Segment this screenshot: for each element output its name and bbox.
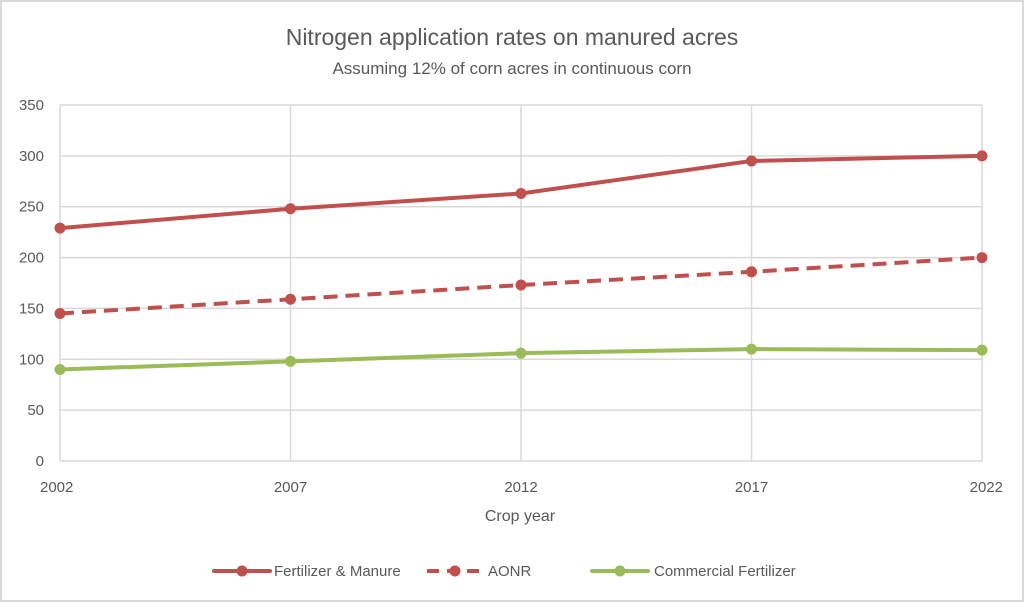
y-tick-label: 350 <box>19 97 44 114</box>
y-tick-label: 250 <box>19 199 44 216</box>
legend-swatch-marker <box>236 565 248 577</box>
data-point <box>746 343 757 355</box>
data-point <box>746 155 757 167</box>
data-point <box>285 355 296 367</box>
y-tick-label: 0 <box>36 453 44 470</box>
legend-label: AONR <box>488 563 532 580</box>
legend-label: Commercial Fertilizer <box>654 563 796 580</box>
x-tick-label: 2017 <box>735 479 768 496</box>
series-commercial-fertilizer <box>54 343 988 375</box>
series-lines <box>54 150 988 375</box>
data-point <box>54 363 66 375</box>
data-point <box>285 203 296 215</box>
legend-label: Fertilizer & Manure <box>274 563 401 580</box>
y-tick-label: 300 <box>19 148 44 165</box>
x-tick-label: 2022 <box>970 479 1003 496</box>
y-tick-label: 150 <box>19 300 44 317</box>
y-axis-ticks: 0 50 100 150 200 250 300 350 <box>19 97 44 470</box>
y-tick-label: 50 <box>27 402 44 419</box>
chart-subtitle: Assuming 12% of corn acres in continuous… <box>332 59 691 78</box>
legend: Fertilizer & Manure AONR Commercial Fertil… <box>212 563 796 580</box>
legend-item: Commercial Fertilizer <box>590 563 796 580</box>
x-axis-ticks: 2002 2007 2012 2017 2022 <box>40 479 1003 496</box>
series-aonr <box>54 252 988 320</box>
data-point <box>976 252 988 264</box>
data-point <box>746 266 757 278</box>
chart-title: Nitrogen application rates on manured ac… <box>286 24 739 50</box>
y-tick-label: 200 <box>19 250 44 267</box>
legend-item: AONR <box>427 563 532 580</box>
data-point <box>285 293 296 305</box>
data-point <box>54 308 66 320</box>
legend-item: Fertilizer & Manure <box>212 563 401 580</box>
x-tick-label: 2007 <box>274 479 307 496</box>
legend-swatch-marker <box>614 565 626 577</box>
data-point <box>515 187 527 199</box>
data-point <box>54 222 66 234</box>
legend-swatch-marker <box>449 565 461 577</box>
gridlines <box>59 104 983 462</box>
data-point <box>976 150 988 162</box>
data-point <box>515 347 527 359</box>
data-point <box>515 279 527 291</box>
x-axis-title: Crop year <box>485 508 556 525</box>
y-tick-label: 100 <box>19 351 44 368</box>
data-point <box>976 344 988 356</box>
x-tick-label: 2002 <box>40 479 73 496</box>
x-tick-label: 2012 <box>504 479 537 496</box>
series-fertilizer-manure <box>54 150 988 234</box>
